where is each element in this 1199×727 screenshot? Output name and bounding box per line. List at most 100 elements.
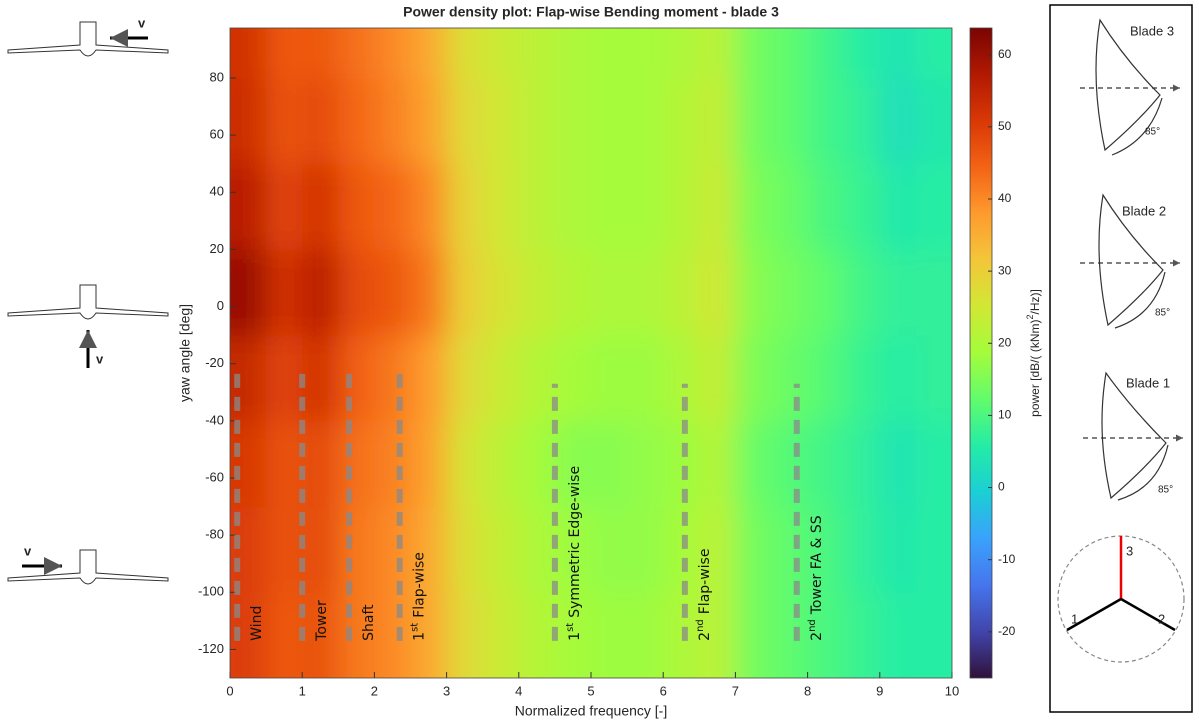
colorbar-label: power [dB/( (kNm)2/Hz)] <box>1025 289 1042 417</box>
heat-cell <box>663 163 700 250</box>
heat-cell <box>699 420 736 508</box>
heat-cell <box>663 420 700 508</box>
heat-cell <box>374 249 411 336</box>
x-tick-label: 5 <box>587 683 594 698</box>
mode-label: Tower <box>314 600 330 642</box>
y-axis-label: yaw angle [deg] <box>177 304 193 402</box>
heat-cell <box>699 506 736 593</box>
heat-cell <box>446 420 484 508</box>
heat-cell <box>446 163 484 250</box>
mode-label: 1st Symmetric Edge-wise <box>565 466 583 641</box>
heat-cell <box>663 78 700 165</box>
heat-cell <box>410 78 448 165</box>
heat-cell <box>627 249 664 336</box>
heat-cell <box>302 28 339 79</box>
hub-label: 2 <box>1158 611 1165 626</box>
heat-cell <box>915 249 952 336</box>
y-tick-label: -120 <box>198 641 224 656</box>
heat-cell <box>879 78 917 165</box>
heat-cell <box>266 28 303 79</box>
colorbar <box>969 27 993 679</box>
wind-label: v <box>138 15 146 30</box>
axes: 0 1 2 3 4 5 6 7 8 9 10-120-100-80-60-40-2002040608… <box>198 27 1016 698</box>
x-tick-label: 1 <box>299 683 306 698</box>
heat-cell <box>915 163 952 250</box>
heat-cell <box>410 28 448 79</box>
colorbar-tick-label: 60 <box>998 47 1012 61</box>
x-tick-label: 6 <box>660 683 667 698</box>
mode-name: Flap-wise <box>697 549 713 615</box>
heat-cell <box>735 420 772 508</box>
mode-name: Symmetric Edge-wise <box>567 466 583 618</box>
heat-cell <box>663 592 700 678</box>
colorbar-tick-label: 20 <box>998 335 1012 349</box>
heat-cell <box>915 506 952 593</box>
heat-cell <box>518 28 556 79</box>
heat-cell <box>807 506 845 593</box>
heat-cell <box>266 249 303 336</box>
heat-cell <box>807 249 845 336</box>
heat-cell <box>915 592 952 678</box>
mode-label: Wind <box>249 606 265 641</box>
heat-cell <box>410 592 448 678</box>
heat-cell <box>663 28 700 79</box>
heat-cell <box>266 163 303 250</box>
heat-cell <box>230 506 267 593</box>
x-tick-label: 4 <box>515 683 522 698</box>
colorbar-tick-label: 0 <box>998 480 1005 494</box>
mode-label: 2nd Flap-wise <box>695 549 713 641</box>
side-panel <box>1049 4 1193 713</box>
wind-label: v <box>24 543 32 558</box>
blade-angle: 85° <box>1158 485 1173 496</box>
heat-cell <box>554 28 592 79</box>
heat-cell <box>627 28 664 79</box>
heat-cell <box>554 249 592 336</box>
heat-cell <box>843 28 881 79</box>
heat-cell <box>374 78 411 165</box>
heat-cell <box>230 28 267 79</box>
heat-cell <box>843 420 881 508</box>
heat-cell <box>410 506 448 593</box>
heat-cell <box>554 335 592 422</box>
heat-cell <box>518 78 556 165</box>
heat-cell <box>302 420 339 508</box>
heat-cell <box>807 420 845 508</box>
heat-cell <box>266 420 303 508</box>
heat-cell <box>591 506 628 593</box>
heat-cell <box>591 420 628 508</box>
heat-cell <box>879 592 917 678</box>
heat-cell <box>482 335 520 422</box>
mode-ordinal: 2 <box>809 632 825 641</box>
chart-title: Power density plot: Flap-wise Bending mo… <box>403 4 779 20</box>
heat-cell <box>807 592 845 678</box>
turbine-icon-top <box>7 21 169 57</box>
heat-cell <box>699 592 736 678</box>
heat-cell <box>591 28 628 79</box>
colorbar-label-part: /Hz)] <box>1028 289 1042 314</box>
heat-cell <box>627 163 664 250</box>
heat-cell <box>374 28 411 79</box>
mode-ordinal-suffix: st <box>565 623 576 632</box>
x-tick-label: 0 <box>226 683 233 698</box>
heat-cell <box>338 163 375 250</box>
heat-cell <box>338 28 375 79</box>
heat-cell <box>446 335 484 422</box>
heat-cell <box>627 420 664 508</box>
heat-cell <box>230 78 267 165</box>
y-tick-label: 40 <box>210 184 224 199</box>
y-tick-label: 20 <box>210 241 224 256</box>
hub-label: 3 <box>1126 543 1133 558</box>
heat-cell <box>807 28 845 79</box>
x-tick-label: 3 <box>443 683 450 698</box>
heat-cell <box>410 249 448 336</box>
turbine-icon-mid <box>7 284 169 368</box>
mode-label: 1st Flap-wise <box>410 552 428 641</box>
heat-cell <box>879 163 917 250</box>
heat-cell <box>374 592 411 678</box>
heat-cell <box>627 78 664 165</box>
y-tick-label: -100 <box>198 584 224 599</box>
heat-cell <box>735 163 772 250</box>
heat-cell <box>843 506 881 593</box>
heat-cell <box>699 335 736 422</box>
heat-cell <box>915 335 952 422</box>
